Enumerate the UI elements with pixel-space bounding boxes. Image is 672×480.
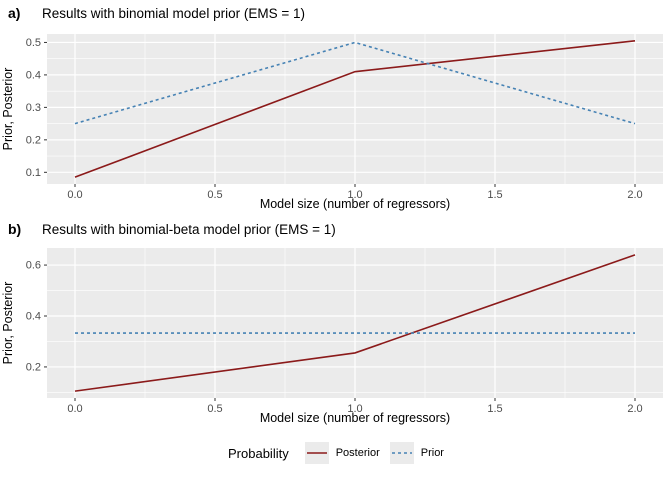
x-tick-label: 0.0 bbox=[67, 189, 82, 201]
legend-title: Probability bbox=[228, 445, 289, 461]
x-tick-label: 0.5 bbox=[207, 189, 222, 201]
y-tick-label: 0.1 bbox=[26, 167, 41, 179]
chart-a-plot: 0.0 0.5 1.0 1.5 2.0 0.1 0.2 0.3 0.4 0.5 Prior, Po… bbox=[1, 34, 663, 211]
prior-line-sample-icon bbox=[391, 452, 412, 454]
x-tick-label: 2.0 bbox=[627, 189, 642, 201]
series-line-posterior bbox=[74, 254, 636, 392]
y-tick-label: 0.6 bbox=[26, 260, 41, 272]
x-tick-label: 1.5 bbox=[487, 189, 502, 201]
x-tick-label: 2.0 bbox=[627, 403, 642, 415]
chart-b-title-row: b) Results with binomial-beta model prio… bbox=[0, 212, 672, 240]
chart-b-y-axis-title: Prior, Posterior bbox=[1, 282, 15, 365]
legend-item-posterior: Posterior bbox=[304, 442, 380, 464]
legend-key-prior bbox=[389, 442, 414, 464]
x-tick-label: 1.5 bbox=[487, 403, 502, 415]
chart-b-title-text: Results with binomial-beta model prior (… bbox=[42, 221, 336, 237]
chart-a-title-text: Results with binomial model prior (EMS =… bbox=[42, 5, 305, 21]
x-tick-label: 1.0 bbox=[347, 189, 362, 201]
y-tick-label: 0.4 bbox=[26, 310, 41, 322]
posterior-line-sample-icon bbox=[306, 452, 327, 454]
series-line-prior bbox=[74, 41, 636, 125]
legend-label-posterior: Posterior bbox=[335, 447, 380, 459]
y-tick-label: 0.3 bbox=[26, 102, 41, 114]
chart-b-plot: 0.0 0.5 1.0 1.5 2.0 0.2 0.4 0.6 Prior, Posterio… bbox=[1, 248, 663, 425]
y-tick-label: 0.2 bbox=[26, 134, 41, 146]
chart-a-x-axis-title: Model size (number of regressors) bbox=[260, 197, 450, 211]
chart-b-x-axis-title: Model size (number of regressors) bbox=[260, 411, 450, 425]
x-tick-label: 0.0 bbox=[67, 403, 82, 415]
legend-item-prior: Prior bbox=[389, 442, 444, 464]
chart-b-panel-tag: b) bbox=[8, 221, 22, 237]
legend-key-posterior bbox=[304, 442, 329, 464]
chart-a-panel-tag: a) bbox=[8, 5, 21, 21]
x-tick-label: 0.5 bbox=[207, 403, 222, 415]
series-line-posterior bbox=[74, 40, 636, 178]
y-tick-label: 0.4 bbox=[26, 69, 41, 81]
legend: Probability Posterior Prior bbox=[0, 426, 672, 480]
chart-a: a) Results with binomial model prior (EM… bbox=[0, 0, 672, 212]
y-tick-label: 0.5 bbox=[26, 37, 41, 49]
x-tick-label: 1.0 bbox=[347, 403, 362, 415]
legend-label-prior: Prior bbox=[420, 447, 444, 459]
chart-a-title-row: a) Results with binomial model prior (EM… bbox=[0, 0, 672, 26]
y-tick-label: 0.2 bbox=[26, 361, 41, 373]
chart-a-y-axis-title: Prior, Posterior bbox=[1, 68, 15, 151]
chart-b: b) Results with binomial-beta model prio… bbox=[0, 212, 672, 426]
